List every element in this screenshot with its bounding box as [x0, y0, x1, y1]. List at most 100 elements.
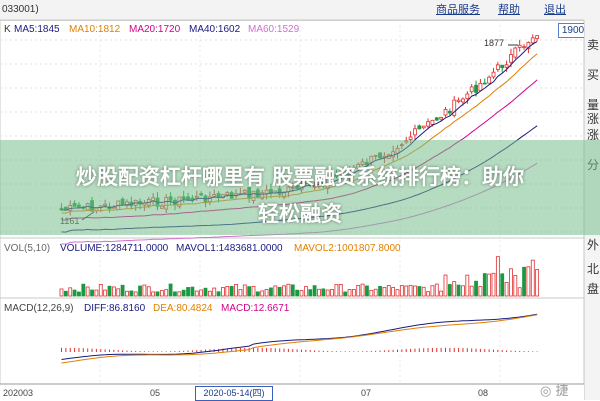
candle-body [469, 86, 474, 93]
volume-bar [203, 287, 208, 297]
sell-tab[interactable]: 卖 [586, 38, 599, 52]
rise-tab-2[interactable]: 涨 [586, 128, 599, 142]
volume-bar [164, 289, 169, 297]
volume-bar [474, 280, 478, 297]
volume-bar [212, 287, 217, 297]
volume-bar [500, 273, 505, 297]
candle-body [491, 71, 496, 78]
volume-bar [373, 288, 378, 297]
volume-bar [522, 266, 526, 297]
candle-body [526, 42, 531, 49]
ma60-value: MA60:1529 [248, 24, 300, 35]
macd-value: MACD:12.6671 [221, 303, 290, 314]
logout-link[interactable]: 退出 [544, 4, 566, 16]
volume-tab[interactable]: 量 [586, 98, 599, 112]
volume-bar [535, 269, 540, 297]
candle-body [478, 82, 483, 91]
volume-bar [194, 290, 199, 297]
banner-line-2: 轻松融资 [258, 202, 342, 226]
volume-bar [434, 283, 439, 297]
volume-bar [116, 288, 121, 297]
diff-line [61, 313, 538, 360]
volume-bar [334, 284, 339, 297]
volume-bar [452, 281, 457, 297]
candle-body [443, 109, 448, 116]
volume-bar [111, 286, 116, 297]
xaxis-label-05: 05 [150, 388, 161, 398]
volume-bar [338, 284, 343, 297]
volume-bar [456, 284, 461, 297]
volume-bar [177, 291, 182, 297]
volume-bar [234, 284, 238, 297]
help-link[interactable]: 帮助 [498, 4, 520, 16]
volume-bar [447, 284, 452, 297]
candle-body [513, 47, 518, 58]
volume-bar [413, 285, 417, 297]
volume-bar [303, 286, 308, 297]
volume-bar [103, 289, 108, 297]
outer-tab[interactable]: 外 [586, 238, 599, 252]
high-price-label: 1877 [484, 38, 505, 48]
north-tab[interactable]: 北 [586, 262, 599, 276]
volume-bar [408, 284, 413, 297]
volume-bar [173, 291, 177, 297]
kline-label: K [4, 24, 11, 35]
volume-bar [509, 268, 513, 297]
candle-body [530, 37, 535, 44]
service-link[interactable]: 商品服务 [436, 4, 480, 16]
volume-bar [186, 287, 190, 297]
volume-bar [59, 288, 64, 297]
board-tab[interactable]: 盘 [586, 282, 599, 296]
candle-body [509, 54, 513, 63]
volume-bar [277, 286, 282, 297]
cursor-date-tag: 2020-05-14(四) [195, 386, 273, 401]
volume-bar [247, 286, 252, 297]
volume-bar [365, 285, 369, 297]
candle-body [535, 35, 540, 40]
candle-body [461, 98, 465, 103]
volume-bar [85, 286, 90, 297]
volume-bar [530, 259, 535, 297]
volume-bar [295, 289, 300, 297]
volume-bar [308, 289, 313, 297]
candle-body [500, 64, 505, 69]
buy-tab[interactable]: 买 [586, 68, 599, 82]
dea-line [61, 314, 538, 364]
volume-bar [487, 273, 492, 297]
volume-bar [273, 285, 278, 297]
candle-body [447, 110, 452, 114]
volume-bar [317, 288, 321, 297]
volume-bar [330, 289, 334, 297]
candle-body [421, 125, 426, 129]
volume-bar [513, 275, 518, 297]
volume-bar [421, 286, 426, 297]
ma5-value: MA5:1845 [14, 24, 60, 35]
ma40-value: MA40:1602 [189, 24, 241, 35]
candle-body [482, 82, 487, 85]
volume-bar [68, 287, 73, 297]
volume-bar [72, 289, 77, 297]
volume-bar [251, 285, 256, 297]
candle-body [465, 93, 470, 100]
volume-bar [356, 284, 361, 297]
dea-value: DEA:80.4824 [153, 303, 213, 314]
volume-bar [321, 288, 326, 297]
rise-tab-1[interactable]: 涨 [586, 112, 599, 126]
candle-body [517, 44, 522, 48]
candle-body [487, 76, 492, 84]
volume-bar [526, 266, 531, 297]
volume-bars [59, 256, 540, 297]
volume-bar [299, 290, 304, 297]
candle-body [495, 64, 500, 70]
volume-bar [98, 284, 103, 297]
volume-bar [225, 285, 230, 297]
volume-bar [504, 282, 509, 297]
volume-bar [391, 287, 396, 297]
ad-banner[interactable]: 炒股配资杠杆哪里有 股票融资系统排行榜：助你 轻松融资 [0, 140, 600, 235]
volume-bar [77, 291, 81, 297]
volume-bar [382, 287, 387, 297]
macd-label: MACD(12,26,9) [4, 303, 74, 314]
candle-body [439, 116, 444, 120]
volume-bar [142, 284, 147, 297]
ma20-value: MA20:1720 [129, 24, 181, 35]
